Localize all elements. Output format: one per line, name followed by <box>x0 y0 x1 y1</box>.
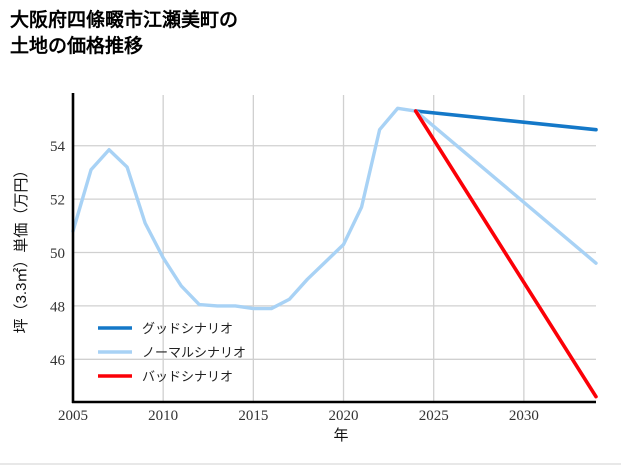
x-tick-label-2015: 2015 <box>238 408 268 424</box>
y-tick-label-48: 48 <box>50 299 65 315</box>
legend-label-0: グッドシナリオ <box>142 321 233 336</box>
x-tick-label-2030: 2030 <box>509 408 539 424</box>
series-line-1 <box>413 109 598 132</box>
legend-label-2: バッドシナリオ <box>142 369 233 384</box>
x-tick-label-2010: 2010 <box>148 408 178 424</box>
x-tick-labels: 2005 2010 2015 2020 2025 2030 <box>58 408 539 424</box>
y-tick-labels: 46 48 50 52 54 <box>50 139 66 369</box>
x-axis-title: 年 <box>333 427 348 444</box>
chart-title-line-2: 土地の価格推移 <box>10 35 144 57</box>
series-line-3 <box>413 109 598 399</box>
y-tick-label-54: 54 <box>50 139 66 155</box>
y-tick-label-46: 46 <box>50 353 66 369</box>
y-tick-label-52: 52 <box>50 193 65 209</box>
x-gridlines <box>162 95 525 402</box>
legend-label-1: ノーマルシナリオ <box>142 345 246 360</box>
series-line-2 <box>413 109 598 265</box>
x-tick-label-2020: 2020 <box>329 408 359 424</box>
x-tick-label-2025: 2025 <box>419 408 449 424</box>
chart-title: 大阪府四條畷市江瀬美町の 土地の価格推移 <box>10 8 610 59</box>
y-axis-title: 坪（3.3㎡）単価（万円） <box>13 163 30 334</box>
series-line-0 <box>71 106 418 311</box>
data-series-layer <box>71 106 598 399</box>
y-tick-label-50: 50 <box>50 246 65 262</box>
x-tick-label-2005: 2005 <box>58 408 88 424</box>
chart-title-line-1: 大阪府四條畷市江瀬美町の <box>10 10 239 31</box>
